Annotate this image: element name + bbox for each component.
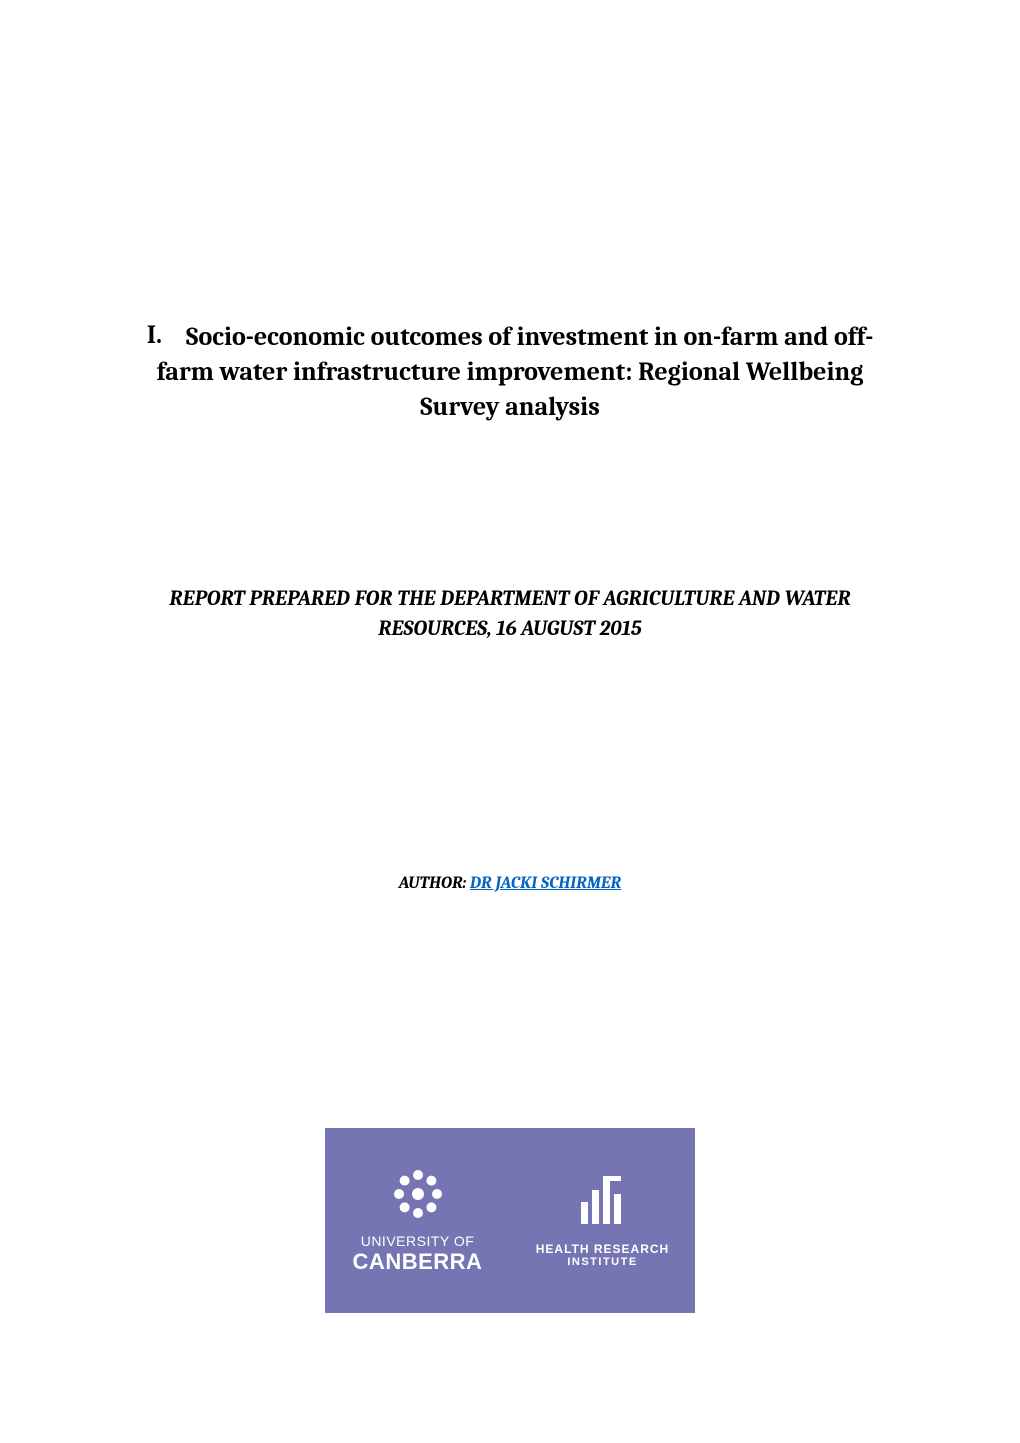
title-numeral: I. — [147, 320, 162, 350]
title-text: Socio-economic outcomes of investment in… — [157, 322, 874, 422]
title-wrap: I.Socio-economic outcomes of investment … — [130, 320, 890, 425]
cover-page: I.Socio-economic outcomes of investment … — [0, 0, 1020, 1443]
uc-line2: CANBERRA — [353, 1249, 483, 1275]
uc-line1: UNIVERSITY OF — [361, 1233, 475, 1249]
uc-emblem-icon — [391, 1167, 445, 1221]
logo-footer: UNIVERSITY OF CANBERRA HEALTH RESEARCH I… — [0, 1128, 1020, 1313]
hri-line2: INSTITUTE — [567, 1256, 637, 1268]
title-block: I.Socio-economic outcomes of investment … — [130, 320, 890, 425]
author-block: AUTHOR: DR JACKI SCHIRMER — [130, 874, 890, 893]
author-link[interactable]: DR JACKI SCHIRMER — [470, 874, 621, 893]
subtitle-block: REPORT PREPARED FOR THE DEPARTMENT OF AG… — [130, 585, 890, 644]
author-label: AUTHOR: — [399, 874, 470, 893]
subtitle-text: REPORT PREPARED FOR THE DEPARTMENT OF AG… — [169, 587, 850, 640]
hri-emblem-icon — [573, 1174, 633, 1226]
hri-line1: HEALTH RESEARCH — [536, 1242, 669, 1256]
logo-university-of-canberra: UNIVERSITY OF CANBERRA — [325, 1128, 510, 1313]
logo-health-research-institute: HEALTH RESEARCH INSTITUTE — [510, 1128, 695, 1313]
